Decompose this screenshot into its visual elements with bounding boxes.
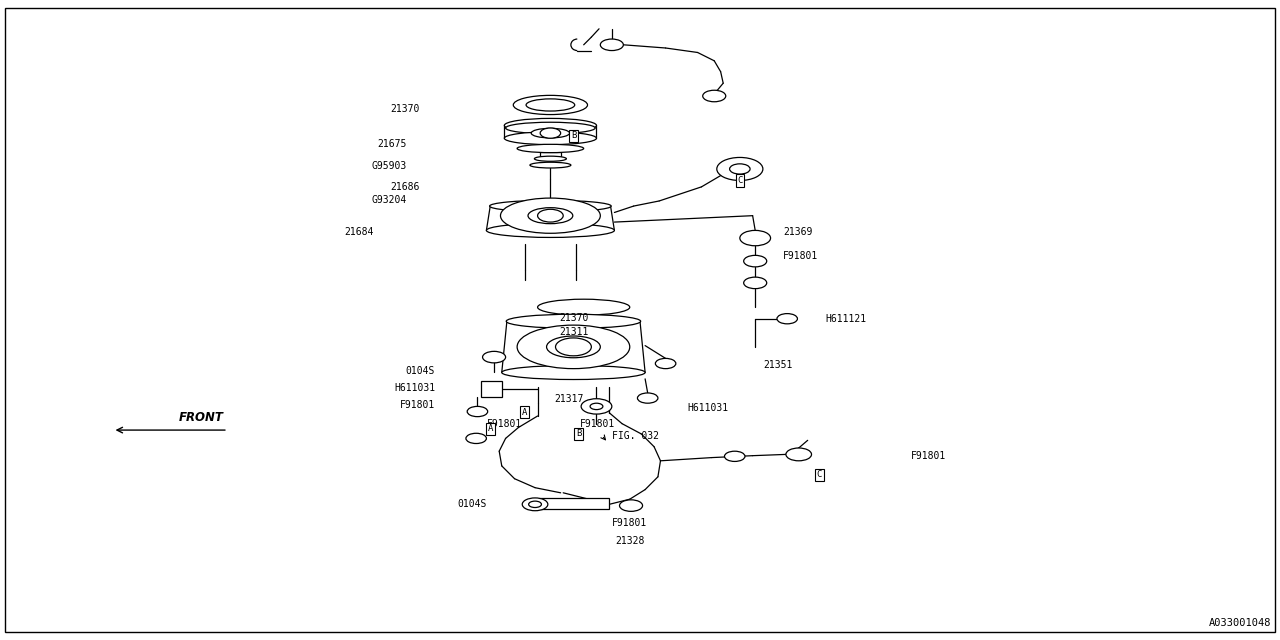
Text: 21369: 21369 [783, 227, 813, 237]
Ellipse shape [529, 207, 573, 223]
Bar [539, 498, 609, 509]
Ellipse shape [526, 99, 575, 111]
Text: F91801: F91801 [612, 518, 648, 528]
Circle shape [590, 403, 603, 410]
Ellipse shape [538, 299, 630, 315]
Ellipse shape [531, 128, 570, 138]
Circle shape [703, 90, 726, 102]
Text: 21370: 21370 [390, 104, 420, 114]
Text: 0104S: 0104S [406, 366, 435, 376]
Circle shape [483, 351, 506, 363]
Text: G93204: G93204 [371, 195, 407, 205]
Ellipse shape [517, 144, 584, 153]
Text: F91801: F91801 [911, 451, 947, 461]
Text: 21328: 21328 [616, 536, 644, 546]
Text: A: A [522, 408, 527, 417]
Text: F91801: F91801 [580, 419, 616, 429]
Circle shape [744, 277, 767, 289]
Circle shape [540, 128, 561, 138]
Text: G95903: G95903 [371, 161, 407, 172]
Text: 21370: 21370 [559, 313, 589, 323]
Circle shape [522, 498, 548, 511]
Ellipse shape [502, 365, 645, 380]
Circle shape [655, 358, 676, 369]
Text: B: B [576, 429, 581, 438]
Text: FRONT: FRONT [179, 411, 224, 424]
Text: B: B [571, 131, 576, 140]
Text: F91801: F91801 [486, 419, 522, 429]
Ellipse shape [530, 162, 571, 168]
Text: H611031: H611031 [687, 403, 728, 413]
Text: A: A [488, 424, 493, 433]
Circle shape [786, 448, 812, 461]
Circle shape [581, 399, 612, 414]
Circle shape [538, 209, 563, 222]
Ellipse shape [507, 314, 641, 328]
Text: 0104S: 0104S [457, 499, 486, 509]
Ellipse shape [547, 336, 600, 358]
Ellipse shape [506, 122, 595, 134]
Circle shape [740, 230, 771, 246]
Text: C: C [817, 470, 822, 479]
Ellipse shape [504, 118, 596, 132]
Ellipse shape [500, 198, 600, 233]
Text: C: C [737, 176, 742, 185]
Text: 21317: 21317 [554, 394, 584, 404]
Text: FIG. 032: FIG. 032 [612, 431, 659, 442]
Ellipse shape [504, 132, 596, 145]
Bar [481, 381, 502, 397]
Text: 21675: 21675 [378, 139, 407, 149]
Circle shape [467, 406, 488, 417]
Ellipse shape [513, 95, 588, 115]
Circle shape [724, 451, 745, 461]
Circle shape [556, 338, 591, 356]
Ellipse shape [486, 223, 614, 237]
Text: F91801: F91801 [399, 400, 435, 410]
Circle shape [717, 157, 763, 180]
Circle shape [744, 255, 767, 267]
Text: 21351: 21351 [763, 360, 792, 370]
Circle shape [730, 164, 750, 174]
Circle shape [600, 39, 623, 51]
Circle shape [466, 433, 486, 444]
Text: 21684: 21684 [344, 227, 374, 237]
Text: H611121: H611121 [826, 314, 867, 324]
Text: 21686: 21686 [390, 182, 420, 192]
Ellipse shape [517, 325, 630, 369]
Text: A033001048: A033001048 [1208, 618, 1271, 628]
Ellipse shape [489, 200, 612, 212]
Circle shape [637, 393, 658, 403]
Text: H611031: H611031 [394, 383, 435, 394]
Circle shape [529, 501, 541, 508]
Text: F91801: F91801 [783, 251, 819, 261]
Text: 21311: 21311 [559, 327, 589, 337]
Circle shape [777, 314, 797, 324]
Ellipse shape [535, 156, 566, 161]
Circle shape [620, 500, 643, 511]
